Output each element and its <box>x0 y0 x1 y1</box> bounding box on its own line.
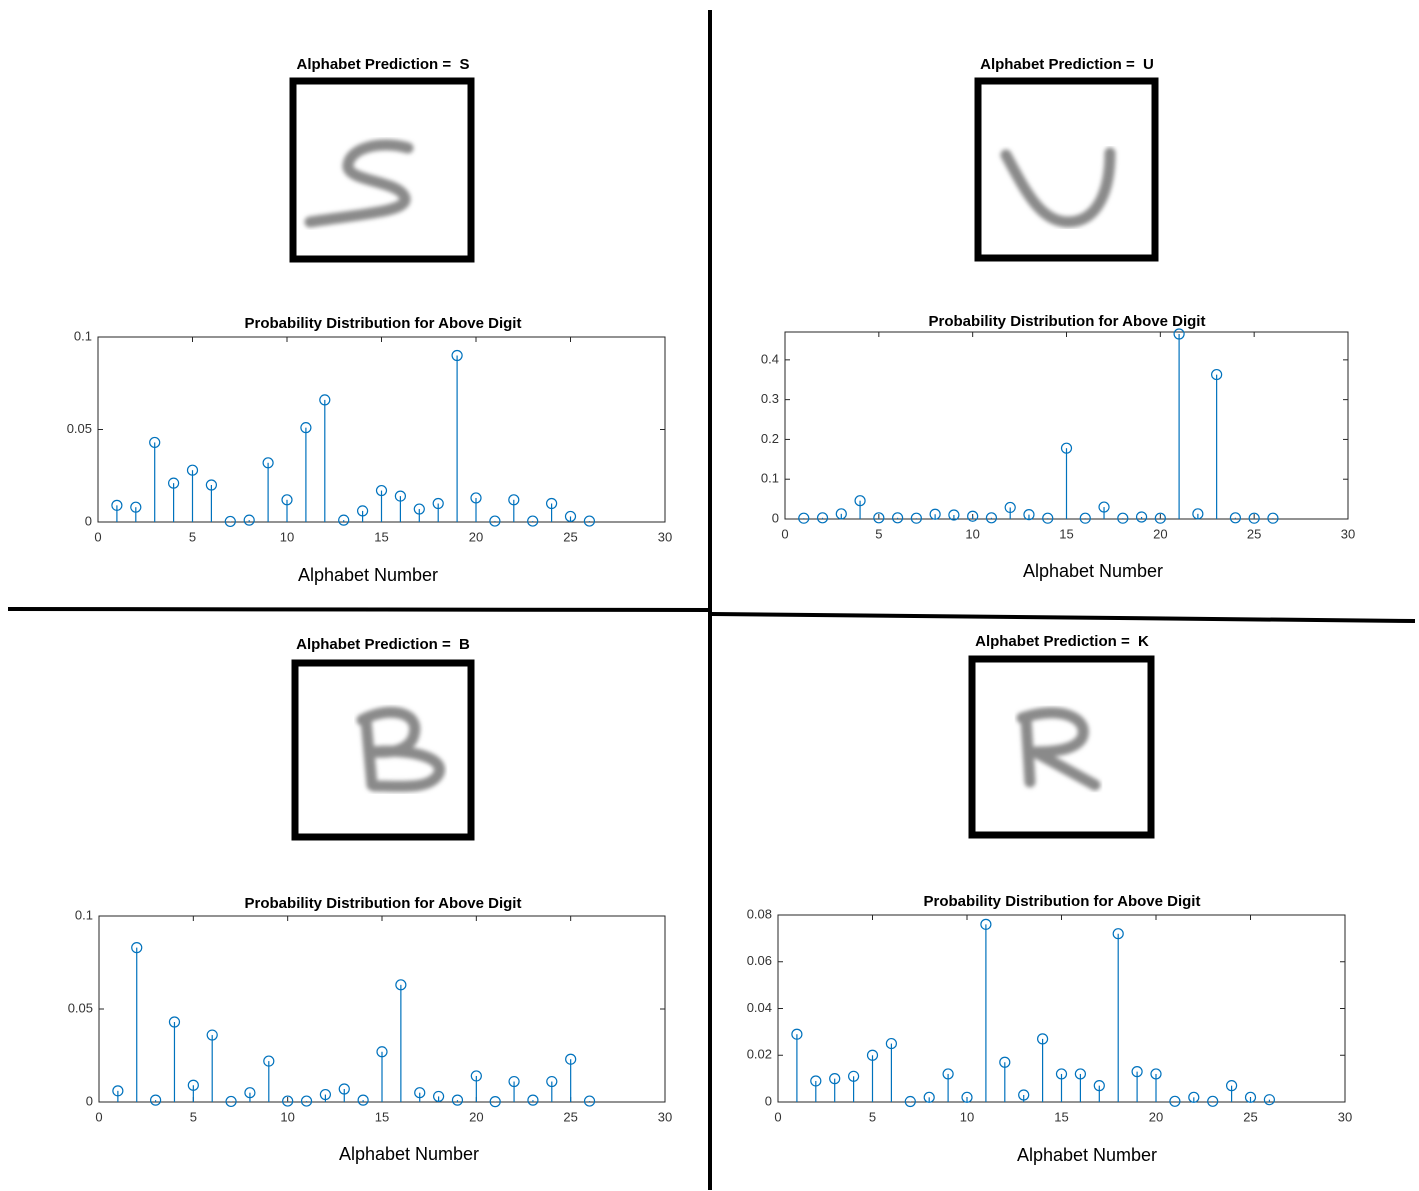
x-tick-label: 15 <box>1054 1109 1068 1124</box>
x-tick-label: 10 <box>280 529 294 544</box>
letter-image <box>295 663 471 837</box>
x-tick-label: 25 <box>563 1109 577 1124</box>
chart-title: Probability Distribution for Above Digit <box>929 313 1206 330</box>
x-tick-label: 20 <box>469 529 483 544</box>
y-tick-label: 0 <box>85 513 92 528</box>
y-tick-label: 0.05 <box>68 1000 93 1015</box>
x-tick-label: 10 <box>280 1109 294 1124</box>
y-tick-label: 0.2 <box>761 431 779 446</box>
y-tick-label: 0.02 <box>747 1047 772 1062</box>
x-tick-label: 25 <box>563 529 577 544</box>
y-tick-label: 0 <box>86 1093 93 1108</box>
x-tick-label: 5 <box>869 1109 876 1124</box>
y-tick-label: 0.1 <box>74 328 92 343</box>
y-tick-label: 0.06 <box>747 953 772 968</box>
panel-title: Alphabet Prediction = B <box>296 636 470 653</box>
y-tick-label: 0.3 <box>761 391 779 406</box>
x-tick-label: 20 <box>1153 526 1167 541</box>
x-tick-label: 15 <box>374 529 388 544</box>
x-axis-label: Alphabet Number <box>298 565 438 585</box>
x-tick-label: 10 <box>960 1109 974 1124</box>
x-tick-label: 15 <box>375 1109 389 1124</box>
x-tick-label: 5 <box>189 529 196 544</box>
chart-title: Probability Distribution for Above Digit <box>245 895 522 912</box>
x-tick-label: 30 <box>658 1109 672 1124</box>
x-tick-label: 5 <box>190 1109 197 1124</box>
y-tick-label: 0.1 <box>75 907 93 922</box>
x-axis-label: Alphabet Number <box>1017 1145 1157 1165</box>
y-tick-label: 0.04 <box>747 1000 772 1015</box>
x-tick-label: 30 <box>658 529 672 544</box>
y-tick-label: 0.08 <box>747 906 772 921</box>
x-tick-label: 20 <box>1149 1109 1163 1124</box>
x-tick-label: 0 <box>95 1109 102 1124</box>
panel-title: Alphabet Prediction = K <box>975 633 1149 650</box>
y-tick-label: 0 <box>772 510 779 525</box>
x-tick-label: 30 <box>1341 526 1355 541</box>
chart-title: Probability Distribution for Above Digit <box>924 893 1201 910</box>
letter-image <box>972 659 1151 835</box>
x-tick-label: 0 <box>94 529 101 544</box>
y-tick-label: 0.4 <box>761 351 779 366</box>
panel-title: Alphabet Prediction = S <box>297 56 470 73</box>
x-tick-label: 25 <box>1243 1109 1257 1124</box>
x-tick-label: 10 <box>965 526 979 541</box>
y-tick-label: 0.1 <box>761 471 779 486</box>
x-tick-label: 30 <box>1338 1109 1352 1124</box>
letter-image <box>978 81 1155 258</box>
panel-title: Alphabet Prediction = U <box>980 56 1154 73</box>
x-tick-label: 0 <box>781 526 788 541</box>
y-tick-label: 0.05 <box>67 421 92 436</box>
x-tick-label: 0 <box>774 1109 781 1124</box>
x-tick-label: 20 <box>469 1109 483 1124</box>
x-tick-label: 25 <box>1247 526 1261 541</box>
x-tick-label: 5 <box>875 526 882 541</box>
divider <box>8 609 708 610</box>
figure: Alphabet Prediction = S Probability Distr… <box>0 0 1419 1191</box>
x-tick-label: 15 <box>1059 526 1073 541</box>
x-axis-label: Alphabet Number <box>1023 561 1163 581</box>
x-axis-label: Alphabet Number <box>339 1144 479 1164</box>
letter-image <box>293 81 471 259</box>
chart-title: Probability Distribution for Above Digit <box>245 315 522 332</box>
y-tick-label: 0 <box>765 1093 772 1108</box>
